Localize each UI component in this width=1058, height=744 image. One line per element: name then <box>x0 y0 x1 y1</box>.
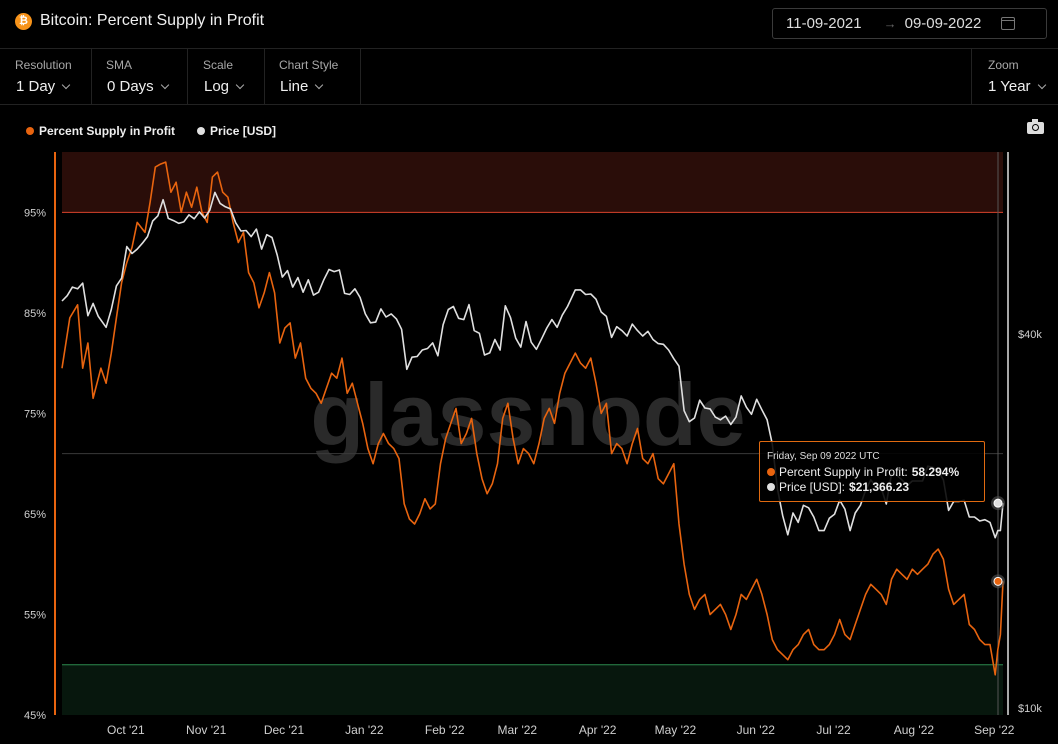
chevron-down-icon <box>61 80 71 90</box>
x-tick-label: Feb '22 <box>425 723 465 737</box>
x-tick-label: Apr '22 <box>579 723 617 737</box>
sma-label: SMA <box>106 58 133 72</box>
left-tick-label: 85% <box>24 308 46 320</box>
series-line-price <box>61 191 1004 539</box>
resolution-value[interactable]: 1 Day <box>16 78 56 95</box>
marker-price <box>993 498 1003 508</box>
sma-value[interactable]: 0 Days <box>107 78 154 95</box>
chart-legend: Percent Supply in Profit Price [USD] <box>26 124 276 138</box>
title-wrap: ₿ Bitcoin: Percent Supply in Profit <box>15 12 264 30</box>
chevron-down-icon <box>235 80 245 90</box>
x-tick-label: Jun '22 <box>737 723 776 737</box>
x-tick-label: Nov '21 <box>186 723 227 737</box>
scale-dropdown[interactable]: Scale Log <box>188 49 265 104</box>
x-tick-label: Jan '22 <box>345 723 384 737</box>
tooltip-label-profit: Percent Supply in Profit: <box>779 465 908 479</box>
x-tick-label: May '22 <box>655 723 697 737</box>
left-tick-label: 95% <box>24 207 46 219</box>
tooltip-value-price: $21,366.23 <box>849 480 910 494</box>
zoom-dropdown[interactable]: Zoom 1 Year <box>971 49 1058 104</box>
left-tick-label: 65% <box>24 509 46 521</box>
chart-style-label: Chart Style <box>279 58 339 72</box>
date-to[interactable]: 09-09-2022 <box>904 15 982 32</box>
chart-canvas: glassnode 95% 85% 75% 65% 55% 45% $40k $10k Oct … <box>24 152 1042 737</box>
chevron-down-icon <box>160 80 169 90</box>
right-tick-label: $40k <box>1018 329 1042 341</box>
left-tick-label: 75% <box>24 408 46 420</box>
legend-item-profit[interactable]: Percent Supply in Profit <box>26 124 175 138</box>
scale-label: Scale <box>203 58 234 72</box>
tooltip-dot-price <box>767 483 775 491</box>
arrow-right-icon: → <box>883 16 897 31</box>
chart-style-value[interactable]: Line <box>280 78 309 95</box>
x-tick-label: Sep '22 <box>974 723 1015 737</box>
series-line-profit <box>61 161 1004 676</box>
camera-icon[interactable] <box>1027 119 1044 134</box>
chevron-down-icon <box>315 80 324 90</box>
legend-label-price: Price [USD] <box>210 124 277 138</box>
date-range-picker[interactable]: 11-09-2021 → 09-09-2022 <box>772 8 1047 39</box>
resolution-dropdown[interactable]: Resolution 1 Day <box>0 49 92 104</box>
left-tick-label: 45% <box>24 710 46 722</box>
tooltip-value-profit: 58.294% <box>911 465 960 479</box>
top-bar: ₿ Bitcoin: Percent Supply in Profit 11-0… <box>0 0 1058 49</box>
sma-dropdown[interactable]: SMA 0 Days <box>91 49 188 104</box>
tooltip-date: Friday, Sep 09 2022 UTC <box>767 451 880 462</box>
zoom-value[interactable]: 1 Year <box>988 78 1031 95</box>
tooltip-dot-profit <box>767 468 775 476</box>
tooltip-row-price: Price [USD]: $21,366.23 <box>767 480 909 494</box>
legend-dot-price <box>197 127 206 135</box>
band-high <box>62 152 1003 213</box>
date-from[interactable]: 11-09-2021 <box>786 15 862 32</box>
chart-tooltip: Friday, Sep 09 2022 UTC Percent Supply i… <box>759 441 985 502</box>
tooltip-row-profit: Percent Supply in Profit: 58.294% <box>767 465 959 479</box>
chart-style-dropdown[interactable]: Chart Style Line <box>264 49 361 104</box>
band-low <box>62 664 1003 715</box>
resolution-label: Resolution <box>15 58 72 72</box>
x-tick-label: Jul '22 <box>816 723 851 737</box>
x-tick-label: Dec '21 <box>264 723 305 737</box>
x-tick-label: Mar '22 <box>497 723 537 737</box>
calendar-icon[interactable] <box>1001 17 1016 30</box>
scale-value[interactable]: Log <box>204 78 230 95</box>
bitcoin-icon: ₿ <box>15 12 32 30</box>
tooltip-label-price: Price [USD]: <box>779 480 846 494</box>
chevron-down-icon <box>1037 80 1046 90</box>
x-tick-label: Aug '22 <box>894 723 935 737</box>
watermark: glassnode <box>310 365 745 464</box>
zoom-label: Zoom <box>988 58 1019 72</box>
page-title: Bitcoin: Percent Supply in Profit <box>40 12 265 29</box>
controls-bar: Resolution 1 Day SMA 0 Days Scale Log Ch… <box>0 49 1058 105</box>
x-tick-label: Oct '21 <box>107 723 145 737</box>
legend-dot-profit <box>26 127 34 135</box>
legend-item-price[interactable]: Price [USD] <box>197 124 276 138</box>
marker-profit <box>993 576 1003 586</box>
legend-label-profit: Percent Supply in Profit <box>39 124 176 138</box>
left-tick-label: 55% <box>24 609 46 621</box>
right-tick-label: $10k <box>1018 703 1042 715</box>
